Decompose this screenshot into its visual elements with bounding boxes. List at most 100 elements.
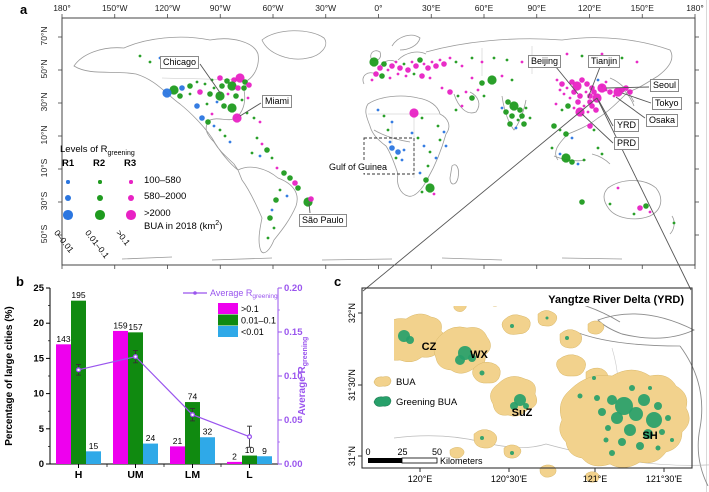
city-dot	[572, 81, 582, 91]
city-dot	[456, 94, 460, 98]
label-leader-line	[621, 92, 652, 104]
city-dot	[430, 60, 434, 64]
yrd-y-tick-label: 31°N	[347, 446, 357, 466]
city-dot	[224, 78, 230, 84]
greening-bua-patch	[565, 336, 569, 340]
city-dot	[246, 82, 252, 88]
city-dot	[600, 152, 604, 156]
city-dot	[212, 86, 216, 90]
bua-area	[556, 354, 586, 377]
yrd-city-label: CZ	[422, 341, 437, 353]
city-dot	[517, 107, 523, 113]
city-dot	[370, 78, 374, 82]
city-dot	[423, 177, 429, 183]
legend-dot	[127, 194, 135, 202]
city-dot	[388, 140, 392, 144]
greening-bua-patch	[406, 336, 414, 344]
city-dot	[487, 75, 497, 85]
bua-area	[587, 320, 605, 335]
greening-bua-patch	[665, 415, 671, 421]
city-dot	[444, 144, 448, 148]
city-dot	[285, 194, 289, 198]
y-tick-label-right: 0.20	[284, 283, 303, 294]
city-dot	[586, 110, 590, 114]
legend-dot	[95, 210, 105, 220]
city-dot	[596, 146, 600, 150]
yrd-city-label: WX	[470, 349, 488, 361]
greening-bua-patch	[611, 412, 623, 424]
city-dot	[500, 74, 504, 78]
city-dot	[210, 112, 214, 116]
city-dot	[479, 80, 485, 86]
lon-tick-label: 90°E	[527, 3, 547, 13]
y-tick-label-right: 0.05	[284, 415, 303, 426]
city-dot	[480, 60, 484, 64]
lon-tick-label: 150°E	[630, 3, 654, 13]
city-dot	[672, 221, 676, 225]
greening-bua-patch	[514, 394, 526, 406]
city-dot	[579, 199, 585, 205]
city-dot	[416, 136, 420, 140]
city-dot	[258, 154, 262, 158]
city-dot	[396, 72, 400, 76]
bua-area	[492, 306, 498, 307]
city-dot	[379, 73, 385, 79]
city-dot	[440, 86, 444, 90]
city-dot	[255, 136, 259, 140]
label-leader-line	[199, 63, 222, 95]
bar-chart: 0 5 10 15 20 25 0.00 0.05 0.10 0.15 0.20 143 195 15 H 1…	[4, 283, 309, 481]
city-dot	[509, 113, 515, 119]
bua-area	[473, 429, 498, 449]
city-dot	[207, 91, 213, 97]
city-dot	[267, 215, 273, 221]
city-dot	[604, 80, 608, 84]
panel-b-letter: b	[16, 274, 24, 289]
bar-count-label: 143	[56, 334, 70, 344]
greening-bua-patch	[609, 450, 615, 456]
lon-tick-label: 120°W	[154, 3, 181, 13]
greening-bua-patch	[603, 437, 609, 443]
city-dot	[592, 128, 596, 132]
city-dot	[188, 92, 192, 96]
bar	[143, 443, 158, 464]
lon-tick-label: 30°E	[421, 3, 441, 13]
city-dot	[433, 63, 439, 69]
yrd-map: 120°E 120°30'E 121°E 121°30'E 32°N 31°30'N 31°…	[347, 287, 709, 486]
greening-bua-patch	[629, 407, 643, 421]
legend-dot	[126, 210, 136, 220]
city-dot	[591, 89, 597, 95]
city-dot	[278, 188, 282, 192]
city-dot	[620, 56, 624, 60]
city-dot	[205, 102, 209, 106]
city-dot	[418, 171, 422, 175]
city-dot	[447, 89, 453, 95]
city-dot	[568, 96, 572, 100]
label-leader-line	[587, 66, 601, 99]
panel-a-letter: a	[20, 2, 28, 17]
map-content	[58, 14, 699, 269]
legend-dot	[98, 180, 102, 184]
city-dot	[422, 62, 426, 66]
city-dot	[637, 205, 643, 211]
city-dot	[281, 170, 287, 176]
city-dot	[572, 106, 576, 110]
world-map	[58, 14, 699, 269]
city-dot	[235, 73, 245, 83]
city-dot	[273, 197, 279, 203]
bua-area	[472, 361, 501, 384]
city-dot	[600, 52, 604, 56]
city-dot	[162, 88, 172, 98]
yrd-frame	[361, 287, 693, 469]
y-tick-label-left: 15	[33, 353, 44, 364]
x-category-label: LM	[185, 469, 200, 481]
yrd-city-label: SH	[642, 430, 657, 442]
city-dot	[376, 108, 380, 112]
city-dot	[505, 99, 511, 105]
legend-range-label: >0.1	[114, 228, 133, 248]
greening-bua-patch	[468, 354, 476, 362]
city-dot	[428, 76, 432, 80]
city-dot	[555, 78, 559, 82]
scalebar-black	[368, 458, 402, 463]
yrd-y-tick-label: 31°30'N	[347, 369, 357, 401]
city-dot	[308, 196, 314, 202]
